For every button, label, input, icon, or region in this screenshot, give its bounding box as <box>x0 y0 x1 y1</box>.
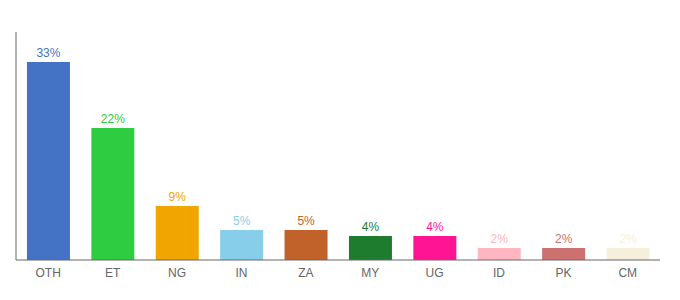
svg-text:PK: PK <box>555 266 571 280</box>
svg-text:2%: 2% <box>491 232 509 246</box>
svg-text:ET: ET <box>105 266 121 280</box>
svg-text:2%: 2% <box>555 232 573 246</box>
svg-text:5%: 5% <box>297 214 315 228</box>
svg-text:5%: 5% <box>233 214 251 228</box>
svg-text:4%: 4% <box>362 220 380 234</box>
svg-text:4%: 4% <box>426 220 444 234</box>
svg-text:22%: 22% <box>101 112 125 126</box>
svg-text:9%: 9% <box>169 190 187 204</box>
svg-text:CM: CM <box>618 266 637 280</box>
svg-text:ZA: ZA <box>298 266 313 280</box>
svg-text:IN: IN <box>235 266 247 280</box>
svg-text:ID: ID <box>493 266 505 280</box>
svg-text:2%: 2% <box>619 232 637 246</box>
svg-text:33%: 33% <box>36 46 60 60</box>
svg-text:UG: UG <box>426 266 444 280</box>
svg-text:OTH: OTH <box>36 266 61 280</box>
svg-text:MY: MY <box>361 266 379 280</box>
svg-text:NG: NG <box>168 266 186 280</box>
